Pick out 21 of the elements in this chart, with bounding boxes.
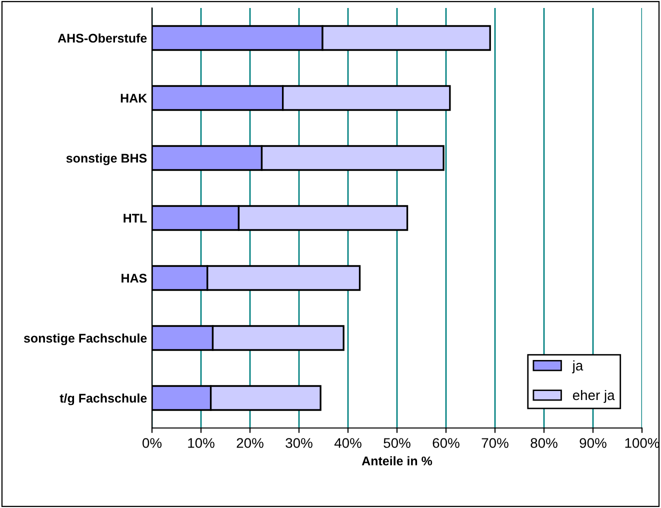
x-axis-title: Anteile in %: [362, 456, 432, 466]
x-tick-label: 50%: [384, 438, 410, 448]
x-tick-label: 40%: [334, 438, 362, 448]
legend-label: ja: [572, 360, 584, 374]
x-tick-label: 80%: [530, 438, 558, 448]
x-tick-label: 20%: [236, 438, 264, 448]
x-tick-label: 0%: [142, 438, 162, 448]
x-tick-label: 90%: [580, 438, 606, 448]
x-tick-label: 30%: [286, 438, 312, 448]
y-tick-label: sonstige Fachschule: [24, 333, 147, 346]
x-tick-label: 60%: [432, 438, 460, 448]
x-tick-label: 70%: [482, 438, 508, 448]
y-tick-label: sonstige BHS: [66, 153, 147, 166]
y-tick-label: HAK: [120, 94, 148, 103]
y-tick-label: t/g Fachschule: [60, 393, 147, 406]
y-tick-label: HAS: [122, 274, 147, 283]
x-tick-label: 100%: [625, 438, 660, 448]
y-tick-label: HTL: [124, 214, 147, 223]
x-tick-label: 10%: [188, 438, 214, 448]
legend-label: eher ja: [572, 390, 615, 403]
y-tick-label: AHS-Oberstufe: [58, 33, 147, 43]
